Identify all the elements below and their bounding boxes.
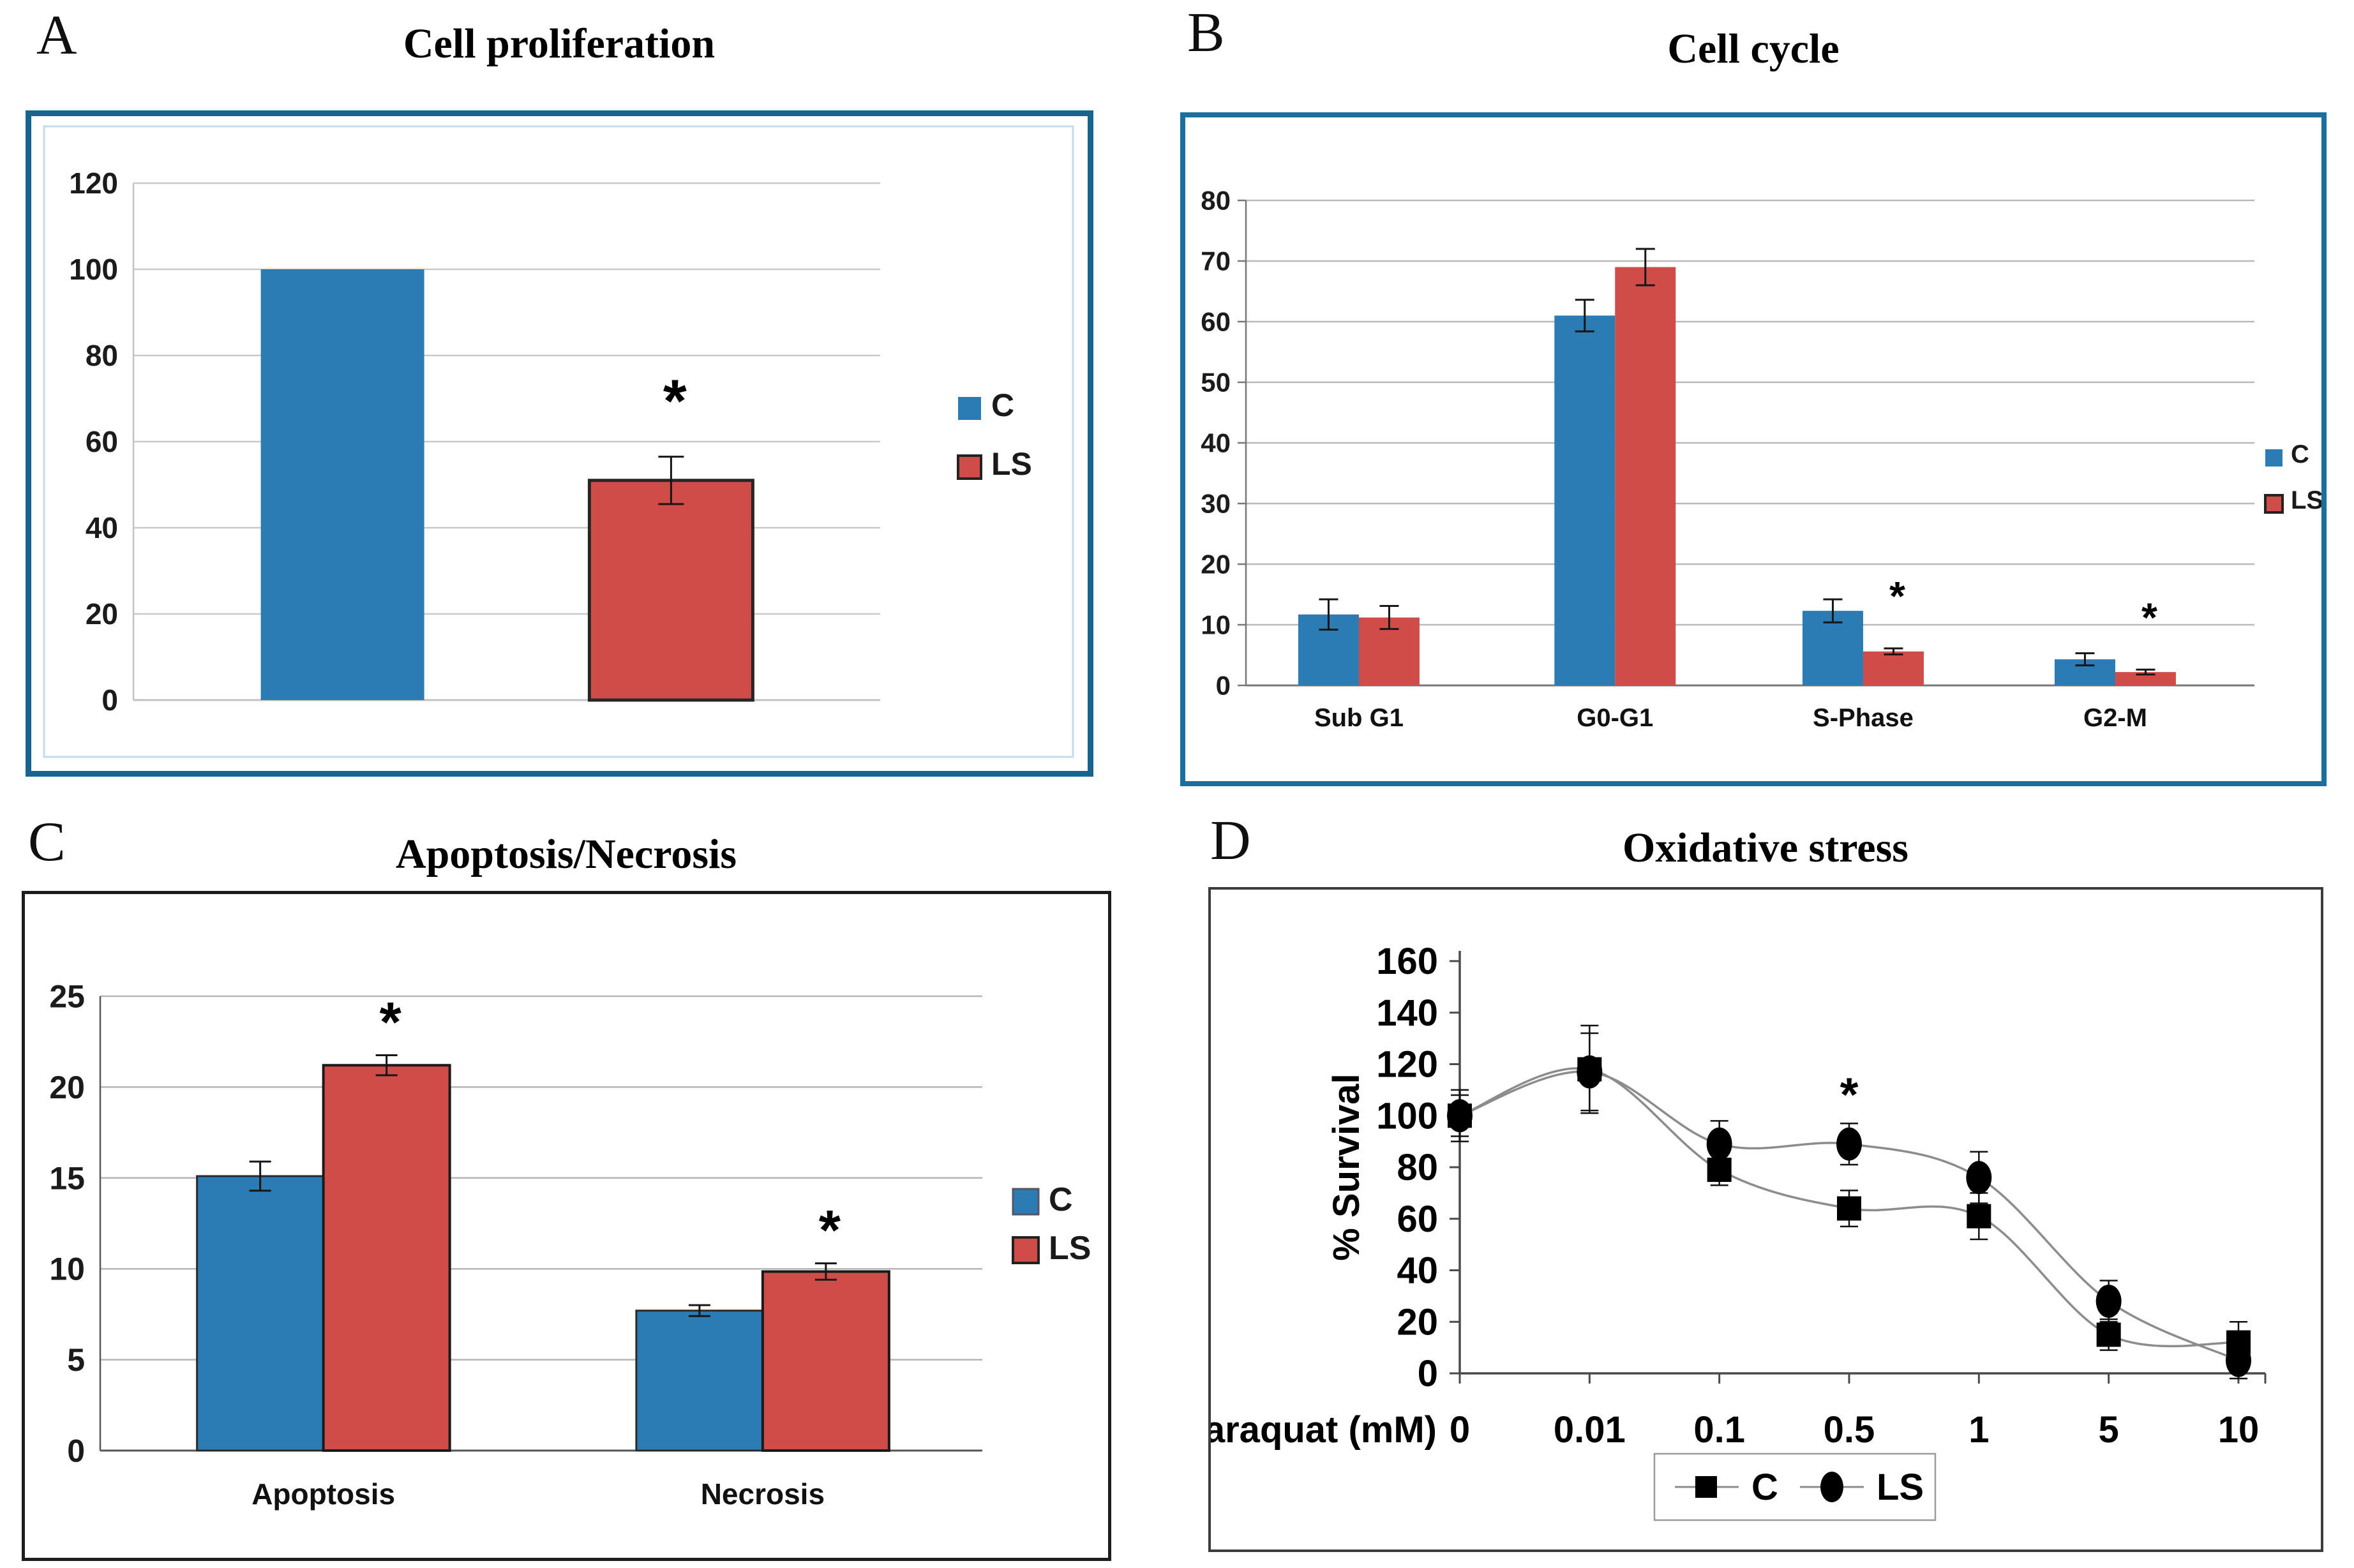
svg-text:0: 0 <box>101 683 118 717</box>
panel-c-title: Apoptosis/Necrosis <box>395 831 737 877</box>
svg-text:60: 60 <box>1201 307 1231 337</box>
svg-text:G2-M: G2-M <box>2083 704 2147 732</box>
panel-d-title: Oxidative stress <box>1623 825 1908 871</box>
svg-text:140: 140 <box>1376 992 1438 1034</box>
svg-text:80: 80 <box>1397 1147 1438 1188</box>
svg-text:10: 10 <box>1201 610 1231 640</box>
svg-text:50: 50 <box>1201 368 1231 398</box>
svg-text:100: 100 <box>1376 1095 1438 1137</box>
svg-text:C: C <box>991 387 1014 423</box>
svg-text:*: * <box>663 368 687 435</box>
svg-text:30: 30 <box>1201 489 1231 519</box>
svg-text:*: * <box>2141 594 2157 640</box>
svg-text:15: 15 <box>49 1160 85 1196</box>
svg-text:40: 40 <box>1201 428 1231 458</box>
svg-text:C: C <box>2291 440 2309 468</box>
svg-text:LS: LS <box>1049 1230 1091 1267</box>
svg-text:*: * <box>819 1198 841 1262</box>
svg-text:160: 160 <box>1376 941 1438 982</box>
svg-text:Apoptosis: Apoptosis <box>251 1477 395 1511</box>
panel-b-letter: B <box>1187 2 1225 64</box>
svg-text:0: 0 <box>1450 1409 1470 1451</box>
panel-c-chart-frame: 0 5 10 15 20 25 * Apoptosis * Necrosis C LS <box>22 891 1111 1561</box>
svg-text:Necrosis: Necrosis <box>701 1477 825 1511</box>
panel-b-title: Cell cycle <box>1667 26 1840 72</box>
svg-text:80: 80 <box>1201 186 1231 216</box>
svg-text:20: 20 <box>49 1070 85 1105</box>
svg-text:80: 80 <box>86 339 118 372</box>
svg-text:1: 1 <box>1968 1409 1989 1451</box>
svg-text:Paraquat (mM): Paraquat (mM) <box>1211 1409 1437 1451</box>
svg-text:LS: LS <box>1877 1467 1924 1508</box>
svg-text:100: 100 <box>69 253 118 286</box>
svg-text:S-Phase: S-Phase <box>1813 704 1914 732</box>
svg-text:*: * <box>380 990 402 1054</box>
svg-text:20: 20 <box>1201 549 1231 579</box>
svg-text:G0-G1: G0-G1 <box>1577 704 1653 732</box>
svg-text:C: C <box>1049 1181 1073 1218</box>
svg-text:*: * <box>1889 573 1905 619</box>
svg-text:120: 120 <box>69 167 118 200</box>
panel-b-chart-frame: 0 10 20 30 40 50 60 70 80 Sub G1 G0-G1 * S-Phase * G2-… <box>1180 112 2327 786</box>
svg-text:LS: LS <box>991 446 1032 482</box>
oxidative-stress-chart: 0 20 40 60 80 100 120 140 160 0 0.01 0.1 0.5 1 5 10 Para… <box>1211 941 2267 1521</box>
svg-text:LS: LS <box>2291 486 2321 514</box>
svg-text:C: C <box>1751 1467 1778 1508</box>
panel-d-letter: D <box>1210 810 1251 872</box>
svg-text:Sub G1: Sub G1 <box>1314 704 1404 732</box>
cell-cycle-chart: 0 10 20 30 40 50 60 70 80 Sub G1 G0-G1 * S-Phase * G2-… <box>1201 186 2321 732</box>
svg-text:5: 5 <box>67 1342 85 1378</box>
svg-text:60: 60 <box>86 425 118 458</box>
panel-a-title: Cell proliferation <box>403 20 716 67</box>
svg-text:% Survival: % Survival <box>1326 1073 1367 1260</box>
svg-text:40: 40 <box>1397 1250 1438 1292</box>
svg-text:0: 0 <box>1418 1353 1438 1394</box>
svg-text:10: 10 <box>49 1251 85 1287</box>
svg-text:0.5: 0.5 <box>1824 1409 1875 1451</box>
svg-text:5: 5 <box>2099 1409 2119 1451</box>
panel-a-letter: A <box>36 4 77 66</box>
svg-text:70: 70 <box>1201 246 1231 276</box>
svg-text:0: 0 <box>67 1433 85 1469</box>
svg-text:*: * <box>1840 1068 1859 1121</box>
cell-proliferation-chart: 0 20 40 60 80 100 120 * C LS <box>43 125 1074 758</box>
svg-text:25: 25 <box>49 979 85 1015</box>
panel-a-chart-frame: 0 20 40 60 80 100 120 * C LS <box>26 110 1093 777</box>
svg-text:60: 60 <box>1397 1198 1438 1240</box>
panel-c-letter: C <box>28 811 66 873</box>
panel-d-chart-frame: 0 20 40 60 80 100 120 140 160 0 0.01 0.1 0.5 1 5 10 Para… <box>1208 887 2323 1552</box>
svg-text:0: 0 <box>1216 671 1231 701</box>
svg-text:120: 120 <box>1376 1044 1438 1086</box>
svg-text:20: 20 <box>1397 1301 1438 1343</box>
svg-text:20: 20 <box>86 597 118 631</box>
svg-text:10: 10 <box>2218 1409 2260 1451</box>
svg-text:40: 40 <box>86 511 118 544</box>
svg-text:0.1: 0.1 <box>1693 1409 1745 1451</box>
svg-text:0.01: 0.01 <box>1554 1409 1626 1451</box>
apoptosis-necrosis-chart: 0 5 10 15 20 25 * Apoptosis * Necrosis C LS <box>49 979 1091 1511</box>
